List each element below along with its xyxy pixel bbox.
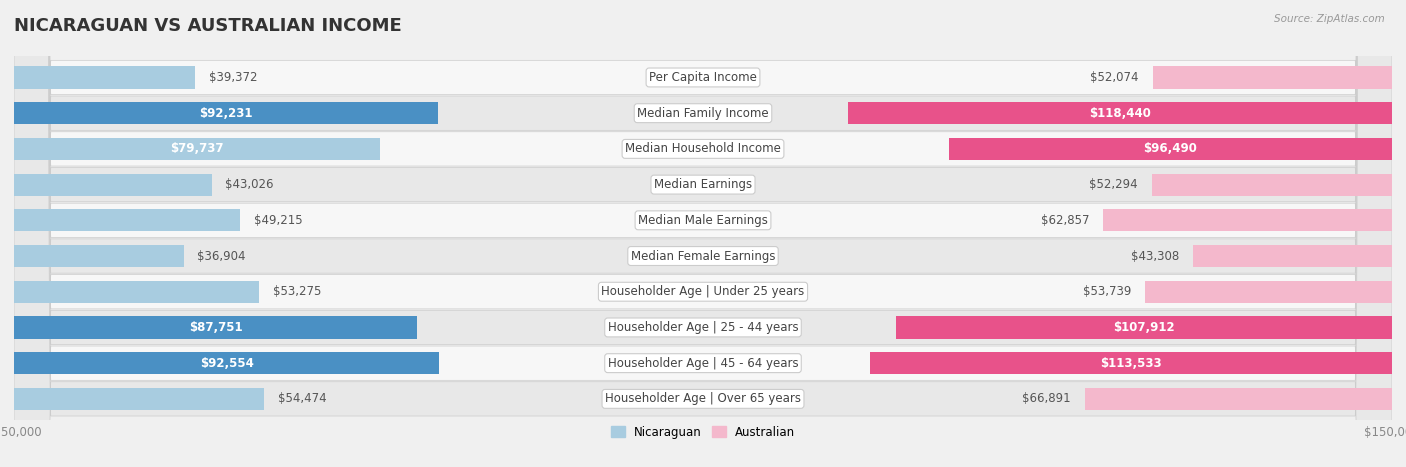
Bar [14,102,437,124]
Text: $113,533: $113,533 [1101,357,1161,370]
Text: $96,490: $96,490 [1143,142,1198,156]
Bar [1104,209,1392,231]
Bar [14,245,184,267]
Bar [870,352,1392,374]
Bar [1194,245,1392,267]
Bar [14,281,259,303]
Bar [14,209,240,231]
FancyBboxPatch shape [14,0,1392,467]
Text: Median Household Income: Median Household Income [626,142,780,156]
FancyBboxPatch shape [14,0,1392,467]
Bar [14,174,212,196]
FancyBboxPatch shape [14,0,1392,467]
Text: $79,737: $79,737 [170,142,224,156]
Text: Householder Age | 45 - 64 years: Householder Age | 45 - 64 years [607,357,799,370]
FancyBboxPatch shape [14,0,1392,467]
Text: $52,294: $52,294 [1090,178,1137,191]
Bar [14,316,418,339]
Text: $36,904: $36,904 [197,249,246,262]
Bar [949,138,1392,160]
Bar [1084,388,1392,410]
Bar [14,138,380,160]
Text: NICARAGUAN VS AUSTRALIAN INCOME: NICARAGUAN VS AUSTRALIAN INCOME [14,17,402,35]
FancyBboxPatch shape [14,0,1392,467]
Text: $66,891: $66,891 [1022,392,1071,405]
FancyBboxPatch shape [14,0,1392,467]
Text: $62,857: $62,857 [1040,214,1090,227]
Text: $43,026: $43,026 [225,178,274,191]
Text: Median Earnings: Median Earnings [654,178,752,191]
Text: Median Female Earnings: Median Female Earnings [631,249,775,262]
Text: $92,231: $92,231 [200,106,253,120]
Text: $118,440: $118,440 [1090,106,1152,120]
Text: Per Capita Income: Per Capita Income [650,71,756,84]
Text: Householder Age | Over 65 years: Householder Age | Over 65 years [605,392,801,405]
Text: $52,074: $52,074 [1091,71,1139,84]
Text: $92,554: $92,554 [200,357,253,370]
Text: Source: ZipAtlas.com: Source: ZipAtlas.com [1274,14,1385,24]
Text: $39,372: $39,372 [208,71,257,84]
Text: $54,474: $54,474 [278,392,326,405]
Text: Median Male Earnings: Median Male Earnings [638,214,768,227]
Text: $53,275: $53,275 [273,285,321,298]
Bar [1152,174,1392,196]
Bar [848,102,1392,124]
Text: $87,751: $87,751 [188,321,242,334]
FancyBboxPatch shape [14,0,1392,467]
Bar [14,66,195,89]
Bar [896,316,1392,339]
Text: $53,739: $53,739 [1083,285,1132,298]
Bar [14,388,264,410]
Text: $107,912: $107,912 [1114,321,1175,334]
Text: $43,308: $43,308 [1130,249,1180,262]
Text: Householder Age | Under 25 years: Householder Age | Under 25 years [602,285,804,298]
FancyBboxPatch shape [14,0,1392,467]
Text: Median Family Income: Median Family Income [637,106,769,120]
Text: Householder Age | 25 - 44 years: Householder Age | 25 - 44 years [607,321,799,334]
FancyBboxPatch shape [14,0,1392,467]
FancyBboxPatch shape [14,0,1392,467]
Bar [1153,66,1392,89]
Text: $49,215: $49,215 [254,214,302,227]
Bar [1144,281,1392,303]
Legend: Nicaraguan, Australian: Nicaraguan, Australian [606,421,800,444]
Bar [14,352,439,374]
